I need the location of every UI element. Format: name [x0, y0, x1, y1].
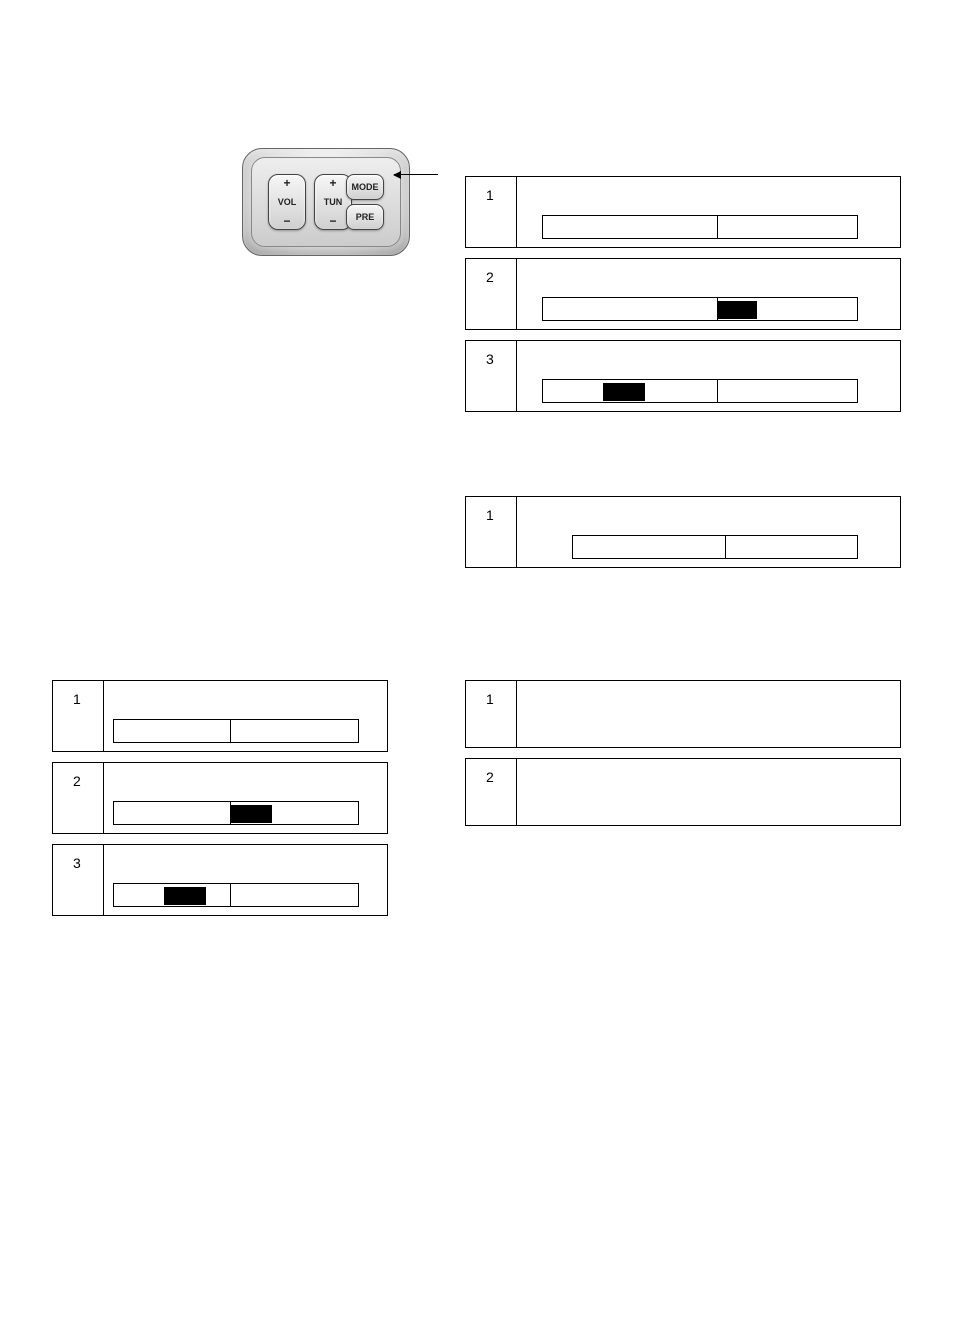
panel-divider [103, 845, 104, 915]
panel-r-pair-2: 2 [465, 758, 901, 826]
display-cursor-block [717, 301, 757, 319]
step-number: 1 [486, 507, 494, 523]
display-marker [230, 884, 231, 906]
panel-divider [516, 681, 517, 747]
mode-label: MODE [352, 182, 379, 192]
mode-button: MODE [346, 174, 384, 200]
panel-divider [516, 759, 517, 825]
tun-label: TUN [324, 197, 343, 207]
step-number: 1 [486, 187, 494, 203]
step-number: 2 [486, 769, 494, 785]
remote-control-photo: + VOL − + TUN − MODE PRE [242, 148, 410, 256]
mode-pre-stack: MODE PRE [346, 174, 384, 230]
step-number: 1 [73, 691, 81, 707]
plus-icon: + [283, 177, 290, 189]
pre-label: PRE [356, 212, 375, 222]
step-number: 2 [486, 269, 494, 285]
panel-divider [516, 177, 517, 247]
step-number: 3 [73, 855, 81, 871]
panel-display [542, 215, 858, 239]
vol-label: VOL [278, 197, 297, 207]
panel-r1: 1 [465, 176, 901, 248]
plus-icon: + [329, 177, 336, 189]
panel-display [113, 801, 359, 825]
minus-icon: − [329, 215, 336, 227]
panel-r3: 3 [465, 340, 901, 412]
panel-display [572, 535, 858, 559]
display-cursor-block [230, 805, 272, 823]
panel-divider [103, 763, 104, 833]
panel-divider [103, 681, 104, 751]
display-marker [230, 720, 231, 742]
vol-rocker: + VOL − [268, 174, 306, 230]
display-marker [717, 380, 718, 402]
panel-display [113, 719, 359, 743]
panel-r-pair-1: 1 [465, 680, 901, 748]
display-cursor-block [164, 887, 206, 905]
panel-l1: 1 [52, 680, 388, 752]
panel-display [542, 379, 858, 403]
remote-body: + VOL − + TUN − MODE PRE [251, 157, 401, 247]
panel-display [542, 297, 858, 321]
step-number: 1 [486, 691, 494, 707]
panel-display [113, 883, 359, 907]
panel-divider [516, 497, 517, 567]
step-number: 2 [73, 773, 81, 789]
panel-divider [516, 259, 517, 329]
step-number: 3 [486, 351, 494, 367]
panel-r-mid: 1 [465, 496, 901, 568]
panel-divider [516, 341, 517, 411]
display-cursor-block [603, 383, 645, 401]
display-marker [717, 216, 718, 238]
display-marker [725, 536, 726, 558]
panel-l2: 2 [52, 762, 388, 834]
minus-icon: − [283, 215, 290, 227]
panel-l3: 3 [52, 844, 388, 916]
panel-r2: 2 [465, 258, 901, 330]
pre-button: PRE [346, 204, 384, 230]
display-marker [230, 802, 231, 824]
display-marker [717, 298, 718, 320]
callout-arrow [394, 174, 438, 175]
